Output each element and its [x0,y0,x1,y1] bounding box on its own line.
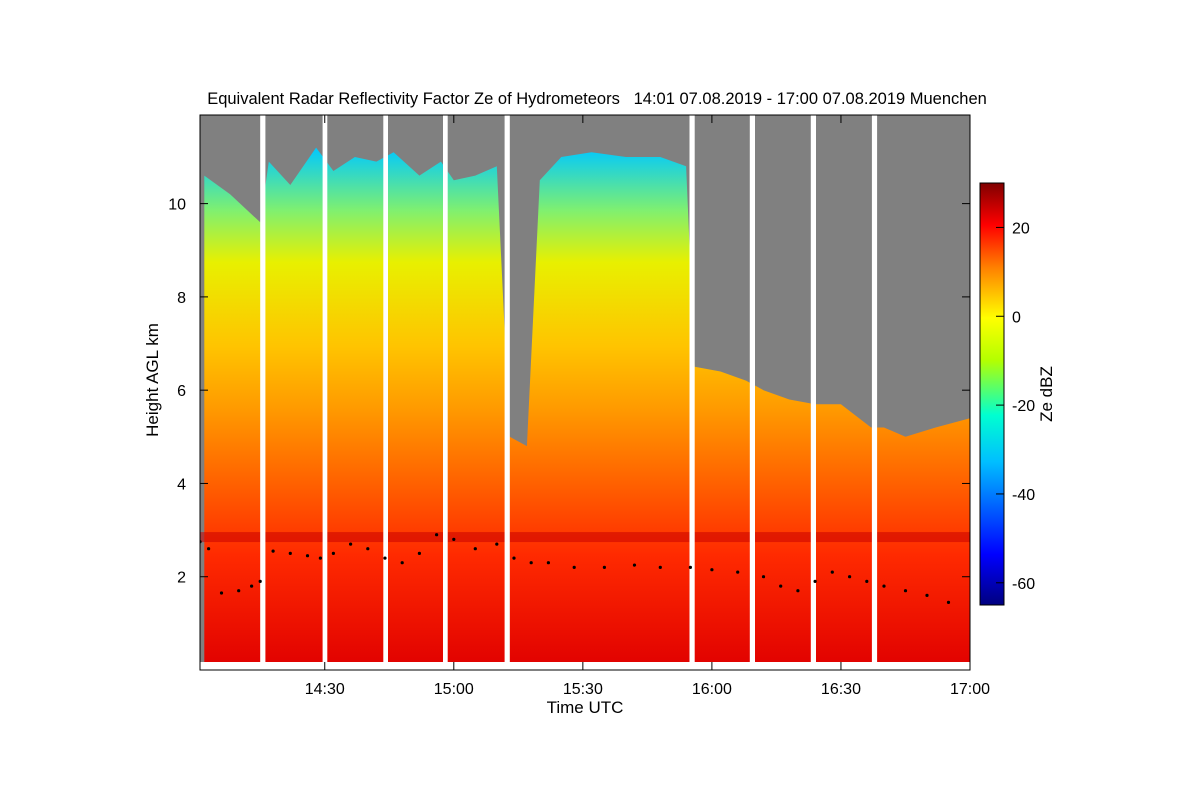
data-gaps [260,115,878,670]
x-axis-ticks: 14:30 15:00 15:30 16:00 16:30 17:00 [305,115,990,698]
cloud-base-point [946,600,951,605]
cloud-base-point [331,551,335,556]
colorbar-tick-label: 0 [1012,309,1021,326]
x-tick-label: 17:00 [950,681,990,698]
x-tick-label: 15:30 [563,681,603,698]
data-gap-8 [871,115,878,670]
x-tick-label: 16:00 [692,681,732,698]
cloud-base-point [207,547,211,551]
bottom-blank-strip [200,662,970,670]
colorbar-tick-label: -20 [1012,398,1035,415]
cloud-base-point [602,565,607,570]
cloud-base-point [417,551,421,556]
colorbar-tick-label: -60 [1012,576,1035,593]
chart-title: Equivalent Radar Reflectivity Factor Ze … [207,90,987,108]
cloud-base-point [546,561,551,565]
data-gap-0 [260,115,266,670]
cloud-base-point [903,589,908,593]
cloud-base-point [813,579,817,584]
data-gap-5 [689,115,695,670]
cloud-base-point [383,556,387,560]
x-tick-label: 15:00 [434,681,474,698]
cloud-base-point [736,570,740,574]
cloud-base-point [882,584,886,588]
plot-frame [199,114,971,671]
cloud-base-point [688,565,693,570]
cloud-base-point [848,575,852,579]
cloud-base-point [318,556,322,560]
x-tick-label: 14:30 [305,681,345,698]
cloud-base-point [632,563,637,567]
cloud-base-point [761,575,766,579]
colorbar-tick-label: -40 [1012,487,1035,504]
cloud-base-point [779,584,783,588]
cloud-base-point [366,547,370,551]
cloud-base-point [473,547,477,551]
colorbar-label: Ze dBZ [1037,366,1056,422]
cloud-base-point [512,556,516,560]
cloud-base-point [271,549,275,553]
cloud-base-point [865,579,869,584]
cloud-base-point [288,551,292,556]
data-gap-2 [383,115,388,670]
colorbar-ticks: 20 0 -20 -40 -60 [996,220,1035,593]
cloud-base-point [435,533,439,537]
cloud-base-point [452,537,456,542]
y-tick-label: 6 [177,383,186,400]
cloud-base-point [219,591,224,595]
x-tick-label: 16:30 [821,681,861,698]
cloud-base-point [305,554,310,558]
cloud-base-point [796,589,800,593]
cloud-base-point [400,561,404,565]
y-tick-label: 8 [177,290,186,307]
data-gap-4 [504,115,510,670]
data-gap-6 [749,115,755,670]
y-tick-label: 4 [177,476,186,493]
cloud-base-point [250,584,254,588]
melting-layer-band [200,532,970,543]
cloud-base-point [572,565,576,570]
cloud-base-point [830,570,834,574]
cloud-base-point [237,589,241,593]
y-tick-label: 10 [168,197,186,214]
cloud-base-point [258,579,262,584]
colorbar-tick-label: 20 [1012,220,1030,237]
y-axis-ticks: 2 4 6 8 10 [168,197,970,587]
x-axis-label: Time UTC [547,698,624,717]
cloud-base-point [658,565,662,570]
cloud-base-point [495,542,499,546]
cloud-base-points [200,533,951,605]
data-gap-1 [322,115,328,670]
data-gap-7 [810,115,816,670]
colorbar [979,182,1005,606]
data-gap-3 [443,115,448,670]
y-tick-label: 2 [177,570,186,587]
plot-area [200,115,970,670]
y-axis-label: Height AGL km [143,323,162,437]
cloud-base-point [710,568,714,572]
cloud-base-point [349,542,353,546]
cloud-base-point [925,593,929,598]
cloud-base-point [529,561,533,565]
